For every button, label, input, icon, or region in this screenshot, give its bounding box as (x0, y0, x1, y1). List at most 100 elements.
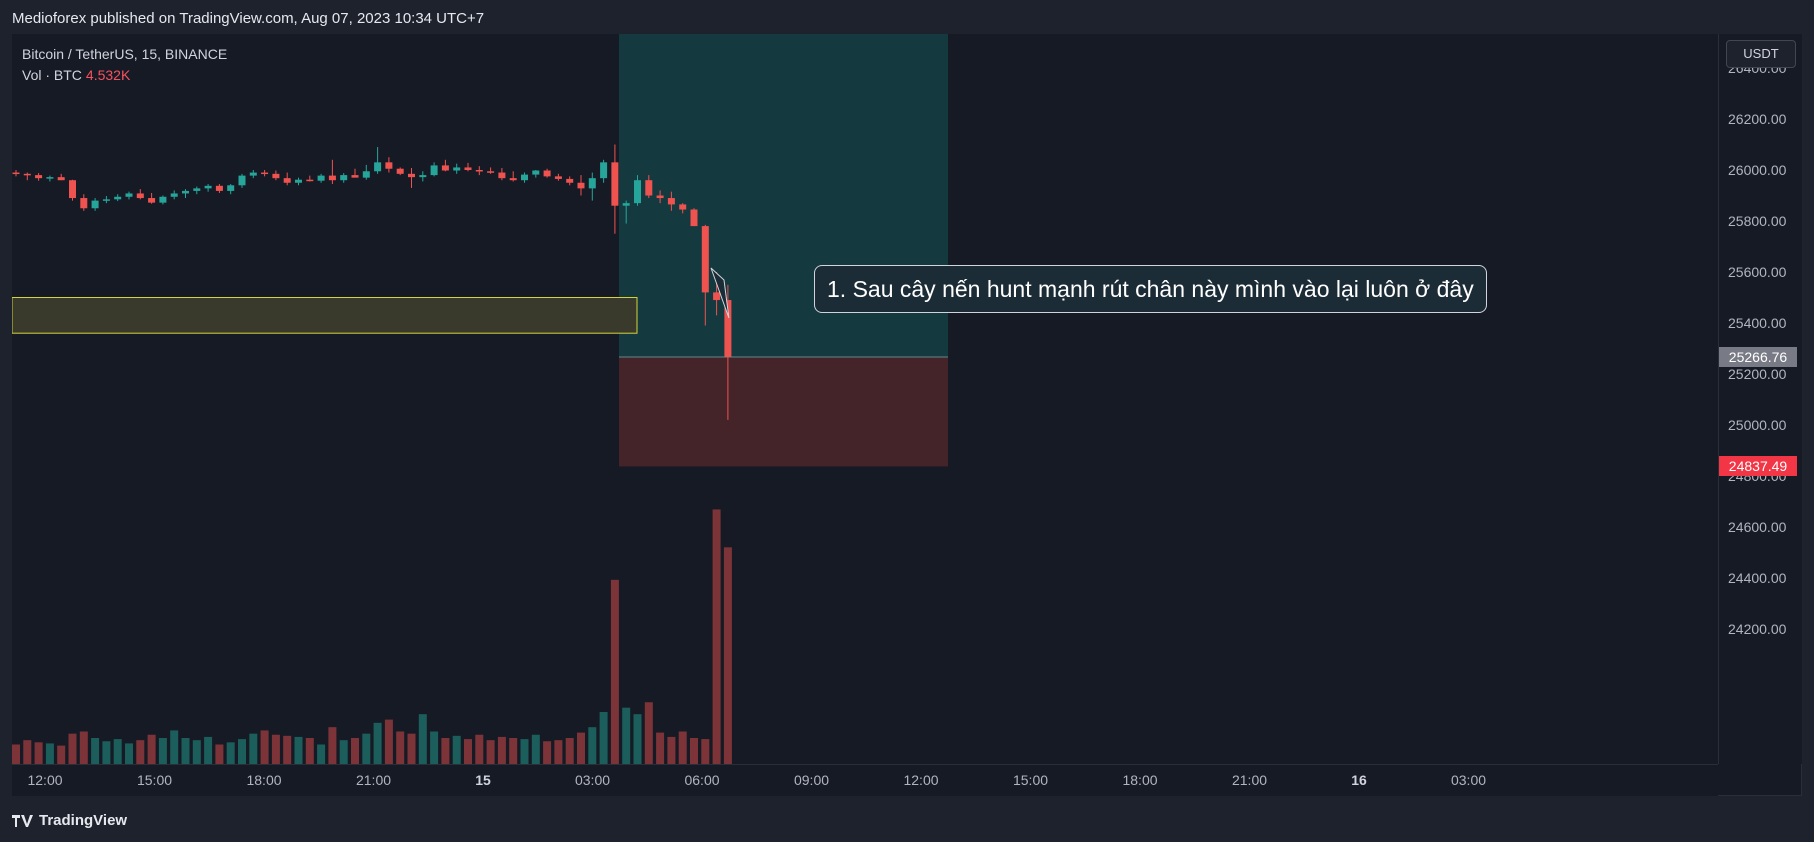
time-tick-label: 18:00 (1122, 772, 1158, 788)
volume-bar (441, 738, 450, 764)
candle-body (430, 165, 438, 176)
volume-bar (249, 733, 258, 764)
time-tick-label: 21:00 (1231, 772, 1268, 788)
annotation-callout[interactable]: 1. Sau cây nến hunt mạnh rút chân này mì… (814, 265, 1487, 313)
candle-body (148, 198, 156, 203)
volume-bar (565, 738, 574, 764)
volume-bar (215, 744, 224, 764)
price-tick-label: 25200.00 (1728, 366, 1787, 382)
time-tick-label: 09:00 (793, 772, 830, 788)
volume-bar (396, 731, 405, 764)
candle-body (690, 209, 698, 227)
candle-body (374, 162, 382, 172)
volume-bar (644, 702, 653, 764)
time-tick-label: 18:00 (246, 772, 282, 788)
candle-body (396, 168, 404, 174)
volume-bar (317, 744, 326, 764)
candle-body (114, 196, 122, 200)
candle-body (475, 170, 483, 172)
candle-body (521, 174, 528, 181)
volume-bar (712, 509, 721, 764)
candle-body (328, 175, 336, 181)
volume-bar (418, 714, 427, 764)
volume-bar (520, 739, 529, 764)
candle-body (215, 185, 223, 191)
candle-body (362, 171, 370, 178)
candle-body (600, 162, 608, 179)
volume-bar (271, 734, 280, 764)
entry-price-label: 25266.76 (1719, 346, 1797, 367)
time-tick-label: 12:00 (27, 772, 63, 788)
tradingview-logo-icon (12, 814, 33, 827)
candle-body (159, 196, 167, 203)
candle-body (102, 199, 110, 201)
volume-bar (23, 740, 32, 764)
volume-bar (305, 738, 314, 764)
volume-bar (588, 727, 597, 764)
price-tick-label: 24600.00 (1728, 519, 1787, 535)
volume-bar (384, 719, 393, 764)
volume-bar (192, 740, 201, 764)
candle-body (554, 176, 562, 179)
candle-body (295, 179, 302, 183)
candle-body (498, 172, 506, 179)
volume-bar (170, 730, 179, 764)
candle-body (634, 180, 641, 204)
volume-bar (147, 734, 156, 764)
volume-bar (238, 739, 246, 764)
candle-body (588, 178, 596, 189)
volume-bar (577, 732, 585, 764)
candle-body (724, 300, 732, 357)
volume-bar (464, 739, 472, 764)
volume-bar (362, 733, 371, 764)
brand-name: TradingView (39, 812, 128, 829)
candle-body (487, 171, 495, 173)
time-tick-label: 15:00 (136, 772, 173, 788)
candle-body (12, 172, 20, 175)
volume-bar (475, 734, 484, 764)
candle-body (441, 165, 449, 171)
price-tick-label: 25000.00 (1728, 417, 1787, 433)
volume-bar (452, 735, 461, 764)
candle-body (532, 170, 540, 175)
volume-bar (294, 736, 303, 764)
candle-body (204, 185, 212, 189)
volume-bar (57, 745, 66, 764)
candle-body (57, 177, 65, 181)
candle-body (69, 180, 76, 199)
volume-legend: Vol · BTC 4.532K (22, 65, 227, 86)
volume-bar (125, 743, 133, 764)
volume-bar (633, 714, 642, 764)
price-axis[interactable] (1718, 34, 1802, 764)
volume-bar (79, 731, 88, 764)
candle-body (23, 173, 31, 176)
chart-legend: Bitcoin / TetherUS, 15, BINANCE Vol · BT… (22, 44, 227, 86)
candle-body (170, 193, 178, 197)
time-tick-label: 16 (1351, 772, 1367, 788)
header-bar: Medioforex published on TradingView.com,… (0, 0, 1814, 34)
chart-plot-area[interactable] (12, 34, 1718, 764)
price-tick-label: 24400.00 (1728, 570, 1787, 586)
symbol-title: Bitcoin / TetherUS, 15, BINANCE (22, 46, 228, 62)
volume-bar (701, 739, 710, 764)
price-tick-label: 26000.00 (1728, 162, 1787, 178)
volume-bar (373, 722, 382, 764)
price-tick-label: 25400.00 (1728, 315, 1787, 331)
time-tick-label: 15 (475, 772, 491, 788)
annotation-pointer (710, 267, 730, 319)
time-axis[interactable] (12, 764, 1718, 796)
volume-bar (68, 733, 77, 764)
volume-bar (723, 547, 732, 764)
price-tick-label: 25600.00 (1728, 264, 1787, 280)
candle-body (125, 193, 133, 197)
time-tick-label: 12:00 (903, 772, 939, 788)
volume-bar (91, 738, 100, 764)
volume-bar (181, 738, 190, 764)
price-tick-label: 24200.00 (1728, 621, 1787, 637)
volume-bar (554, 740, 563, 764)
currency-button[interactable]: USDT (1726, 40, 1796, 68)
price-tick-label: 25800.00 (1728, 213, 1787, 229)
candle-body (622, 203, 630, 206)
time-tick-label: 06:00 (684, 772, 720, 788)
time-tick-label: 21:00 (355, 772, 392, 788)
